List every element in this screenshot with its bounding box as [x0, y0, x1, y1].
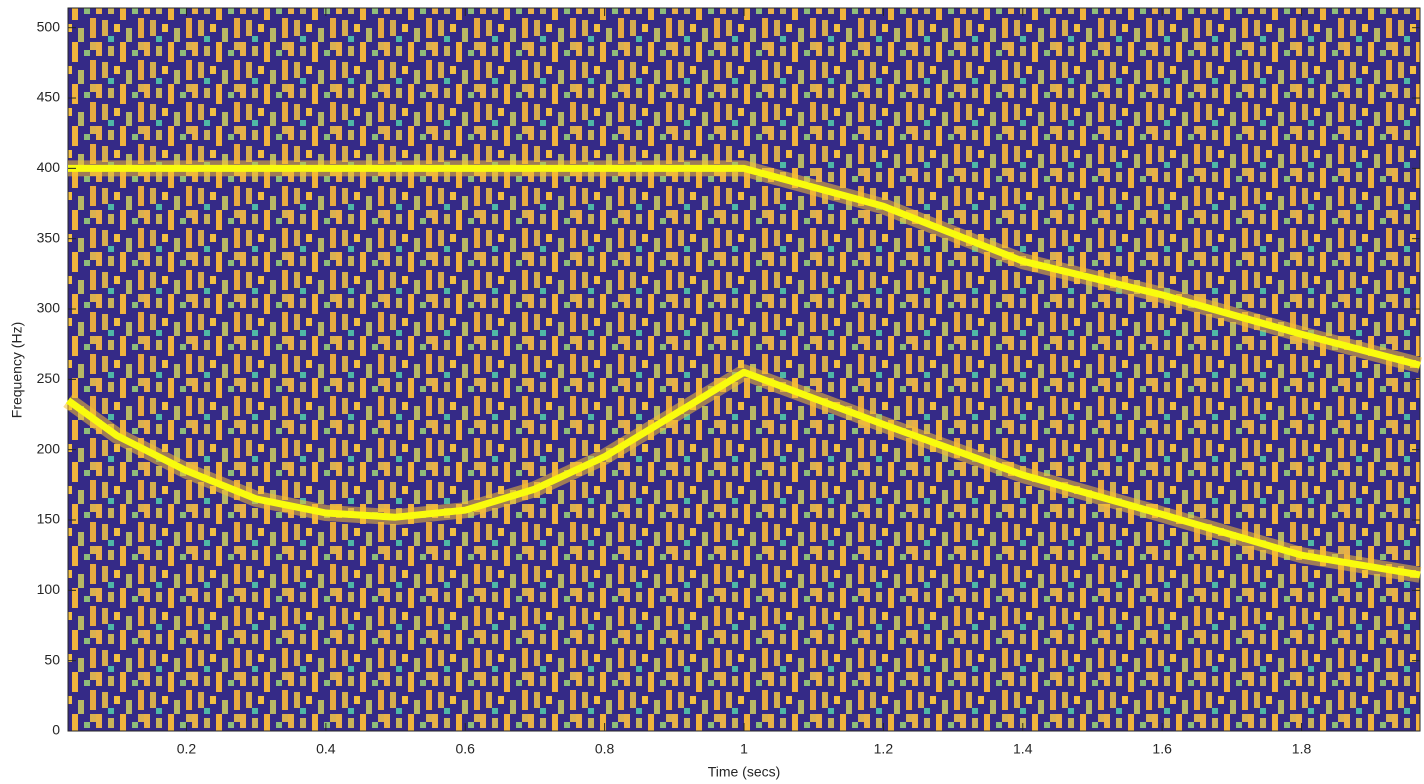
y-tick-label: 200	[37, 440, 61, 456]
x-tick-label: 1.2	[874, 741, 894, 757]
x-tick-label: 1.4	[1013, 741, 1033, 757]
x-tick-label: 0.2	[177, 741, 197, 757]
y-axis-label: Frequency (Hz)	[9, 322, 25, 418]
y-tick-label: 100	[37, 581, 61, 597]
x-tick-label: 1	[740, 741, 748, 757]
x-tick-label: 0.8	[595, 741, 615, 757]
x-tick-label: 0.4	[316, 741, 336, 757]
y-tick-label: 300	[37, 300, 61, 316]
tone-track	[68, 164, 1421, 369]
x-tick-label: 0.6	[456, 741, 476, 757]
y-tick-label: 250	[37, 370, 61, 386]
y-tick-label: 450	[37, 89, 61, 105]
y-tick-label: 150	[37, 511, 61, 527]
x-axis-label: Time (secs)	[708, 764, 781, 780]
tone-track	[65, 368, 1421, 579]
y-tick-label: 500	[37, 18, 61, 34]
y-tick-label: 50	[44, 651, 60, 667]
x-tick-label: 1.6	[1152, 741, 1172, 757]
y-tick-label: 350	[37, 229, 61, 245]
y-tick-label: 0	[52, 722, 60, 738]
x-tick-label: 1.8	[1292, 741, 1312, 757]
y-tick-label: 400	[37, 159, 61, 175]
